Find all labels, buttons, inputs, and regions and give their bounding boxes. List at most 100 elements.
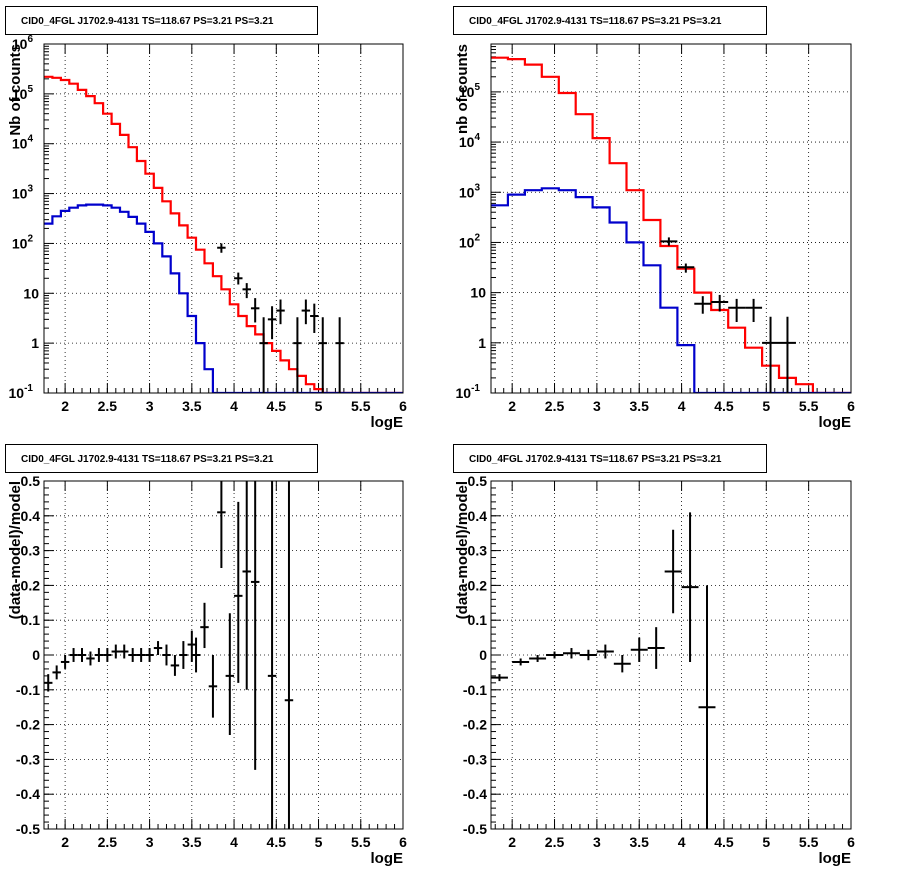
y-tick-label: 0.4 xyxy=(468,508,488,524)
plot-frame xyxy=(490,43,852,394)
chart-title: CID0_4FGL J1702.9-4131 TS=118.67 PS=3.21… xyxy=(469,454,722,465)
data-layer xyxy=(44,481,294,829)
x-tick-label: 6 xyxy=(399,834,407,850)
y-tick-label: 102 xyxy=(459,232,481,250)
y-tick-label: 102 xyxy=(12,233,34,251)
model-source-histogram xyxy=(491,187,851,393)
x-tick-label: 3 xyxy=(146,398,154,414)
x-tick-label: 5.5 xyxy=(351,834,371,850)
chart-panel-1: CID0_4FGL J1702.9-4131 TS=118.67 PS=3.21… xyxy=(5,6,407,431)
x-tick-label: 2 xyxy=(61,398,69,414)
chart-panel-2: CID0_4FGL J1702.9-4131 TS=118.67 PS=3.21… xyxy=(453,6,855,431)
y-tick-label: 0 xyxy=(479,647,487,663)
y-axis-label: (data-model)/model xyxy=(7,481,24,619)
data-layer xyxy=(491,512,716,829)
y-tick-label: 0.2 xyxy=(21,577,41,593)
model-total-histogram xyxy=(491,56,851,393)
data-layer xyxy=(491,56,851,393)
x-axis-label: logE xyxy=(819,850,852,867)
y-tick-label: 10 xyxy=(23,285,39,301)
y-tick-label: 1 xyxy=(31,335,39,351)
y-tick-label: 0.5 xyxy=(21,473,41,489)
x-tick-label: 4 xyxy=(230,398,238,414)
x-axis-label: logE xyxy=(371,850,404,867)
x-tick-label: 4.5 xyxy=(267,398,287,414)
x-tick-label: 2.5 xyxy=(545,398,565,414)
y-tick-label: -0.2 xyxy=(16,717,40,733)
y-tick-label: 106 xyxy=(12,34,34,52)
y-tick-label: -0.4 xyxy=(463,786,487,802)
x-tick-label: 3 xyxy=(593,398,601,414)
title-box xyxy=(5,444,318,473)
title-box xyxy=(5,6,318,35)
y-tick-label: -0.3 xyxy=(16,751,40,767)
x-tick-label: 5 xyxy=(315,398,323,414)
x-tick-label: 5 xyxy=(762,398,770,414)
x-tick-label: 5.5 xyxy=(799,834,819,850)
x-axis-label: logE xyxy=(819,414,852,431)
x-tick-label: 4 xyxy=(678,398,686,414)
data-layer xyxy=(44,75,403,393)
y-tick-label: -0.3 xyxy=(463,751,487,767)
y-axis-label: nb of counts xyxy=(454,44,471,134)
x-tick-label: 5 xyxy=(315,834,323,850)
x-tick-label: 4.5 xyxy=(714,834,734,850)
x-tick-label: 3.5 xyxy=(182,398,202,414)
x-tick-label: 3 xyxy=(593,834,601,850)
x-tick-label: 5.5 xyxy=(799,398,819,414)
x-tick-label: 4.5 xyxy=(267,834,287,850)
y-tick-label: 0.3 xyxy=(468,543,488,559)
x-tick-label: 6 xyxy=(399,398,407,414)
y-tick-label: -0.5 xyxy=(463,821,487,837)
y-axis-label: Nb of counts xyxy=(7,44,24,136)
y-tick-label: 10-1 xyxy=(9,383,34,401)
y-tick-label: 104 xyxy=(12,134,34,152)
y-tick-label: -0.5 xyxy=(16,821,40,837)
x-tick-label: 3.5 xyxy=(182,834,202,850)
y-tick-label: 104 xyxy=(459,132,481,150)
y-tick-label: 0.5 xyxy=(468,473,488,489)
x-tick-label: 3.5 xyxy=(630,834,650,850)
x-tick-label: 4 xyxy=(230,834,238,850)
y-axis-label: (data-model)/model xyxy=(454,481,471,619)
y-tick-label: 0 xyxy=(32,647,40,663)
y-tick-label: 103 xyxy=(12,184,34,202)
x-tick-label: 5 xyxy=(762,834,770,850)
chart-panel-4: CID0_4FGL J1702.9-4131 TS=118.67 PS=3.21… xyxy=(453,444,855,867)
y-tick-label: 0.1 xyxy=(21,612,41,628)
model-source-histogram xyxy=(44,203,403,393)
y-tick-label: -0.4 xyxy=(16,786,40,802)
y-tick-label: -0.2 xyxy=(463,717,487,733)
y-tick-label: -0.1 xyxy=(16,682,40,698)
chart-title: CID0_4FGL J1702.9-4131 TS=118.67 PS=3.21… xyxy=(469,16,722,27)
x-axis-label: logE xyxy=(371,414,404,431)
y-tick-label: 10 xyxy=(470,285,486,301)
y-tick-label: 105 xyxy=(459,82,481,100)
y-tick-label: 0.3 xyxy=(21,543,41,559)
y-tick-label: 0.4 xyxy=(21,508,41,524)
chart-title: CID0_4FGL J1702.9-4131 TS=118.67 PS=3.21… xyxy=(21,16,274,27)
x-tick-label: 3 xyxy=(146,834,154,850)
title-box xyxy=(453,444,767,473)
plot-frame xyxy=(43,480,404,830)
y-tick-label: 0.1 xyxy=(468,612,488,628)
y-tick-label: 1 xyxy=(478,335,486,351)
y-tick-label: 103 xyxy=(459,182,481,200)
y-tick-label: -0.1 xyxy=(463,682,487,698)
title-box xyxy=(453,6,767,35)
chart-title: CID0_4FGL J1702.9-4131 TS=118.67 PS=3.21… xyxy=(21,454,274,465)
x-tick-label: 2 xyxy=(508,834,516,850)
y-tick-label: 10-1 xyxy=(456,383,481,401)
x-tick-label: 3.5 xyxy=(630,398,650,414)
y-tick-label: 0.2 xyxy=(468,577,488,593)
x-tick-label: 2.5 xyxy=(545,834,565,850)
x-tick-label: 6 xyxy=(847,398,855,414)
x-tick-label: 2.5 xyxy=(98,398,118,414)
x-tick-label: 5.5 xyxy=(351,398,371,414)
x-tick-label: 4 xyxy=(678,834,686,850)
x-tick-label: 2.5 xyxy=(98,834,118,850)
x-tick-label: 6 xyxy=(847,834,855,850)
x-tick-label: 4.5 xyxy=(714,398,734,414)
x-tick-label: 2 xyxy=(61,834,69,850)
